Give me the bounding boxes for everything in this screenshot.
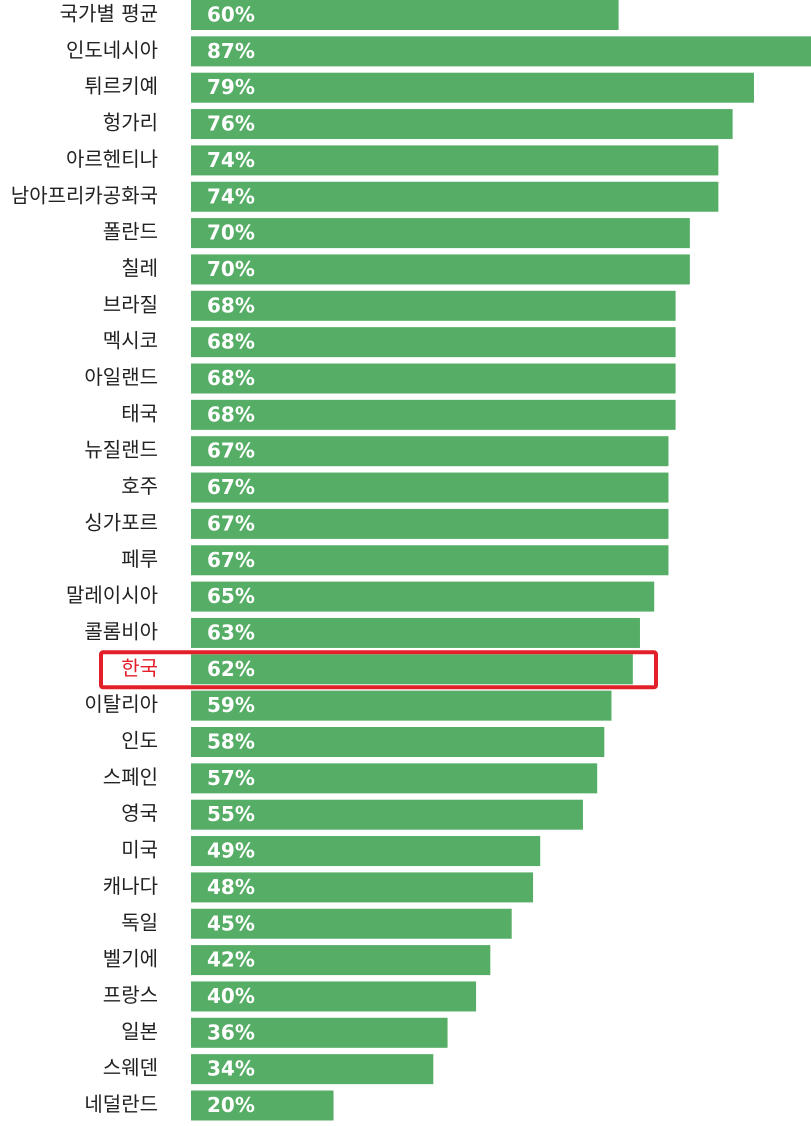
bar	[191, 690, 612, 721]
bar	[191, 399, 676, 430]
bar	[191, 763, 598, 794]
category-label: 아일랜드	[84, 365, 158, 389]
bar	[191, 254, 690, 285]
bar	[191, 1017, 448, 1048]
bar	[191, 654, 633, 685]
bar	[191, 363, 676, 394]
value-label: 74%	[207, 184, 255, 208]
bar	[191, 836, 541, 867]
category-label: 스페인	[103, 765, 158, 789]
value-label: 68%	[207, 330, 255, 354]
bar	[191, 1090, 334, 1121]
category-label: 브라질	[103, 292, 158, 316]
value-label: 67%	[207, 475, 255, 499]
bar	[191, 617, 640, 648]
bar	[191, 908, 512, 939]
category-label: 튀르키예	[84, 74, 158, 98]
value-label: 57%	[207, 766, 255, 790]
value-label: 34%	[207, 1057, 255, 1081]
category-label: 아르헨티나	[66, 147, 158, 171]
value-label: 55%	[207, 802, 255, 826]
category-label: 인도	[121, 729, 158, 753]
value-label: 68%	[207, 402, 255, 426]
value-label: 42%	[207, 948, 255, 972]
category-label: 일본	[121, 1019, 158, 1043]
bar	[191, 145, 719, 176]
value-label: 67%	[207, 439, 255, 463]
value-label: 67%	[207, 548, 255, 572]
category-label: 한국	[121, 656, 158, 680]
value-label: 65%	[207, 584, 255, 608]
value-label: 76%	[207, 112, 255, 136]
value-label: 58%	[207, 730, 255, 754]
value-label: 74%	[207, 148, 255, 172]
bar	[191, 872, 534, 903]
value-label: 59%	[207, 693, 255, 717]
value-label: 70%	[207, 221, 255, 245]
category-label: 독일	[121, 910, 158, 934]
value-label: 87%	[207, 39, 255, 63]
value-label: 68%	[207, 293, 255, 317]
category-label: 페루	[121, 547, 158, 571]
category-label: 뉴질랜드	[84, 438, 158, 462]
category-label: 미국	[121, 838, 158, 862]
value-label: 36%	[207, 1020, 255, 1044]
category-label: 말레이시아	[66, 583, 158, 607]
value-label: 20%	[207, 1093, 255, 1117]
bar	[191, 727, 605, 757]
category-label: 태국	[121, 401, 158, 425]
bar	[191, 290, 676, 321]
category-label: 프랑스	[103, 983, 158, 1007]
value-label: 60%	[207, 3, 255, 27]
bar	[191, 981, 477, 1012]
category-label: 남아프리카공화국	[11, 183, 158, 207]
value-label: 40%	[207, 984, 255, 1008]
category-label: 인도네시아	[66, 38, 158, 62]
category-label: 칠레	[121, 256, 158, 280]
bar	[191, 581, 655, 612]
category-label: 이탈리아	[84, 692, 158, 716]
bar	[191, 327, 676, 358]
value-label: 49%	[207, 839, 255, 863]
category-label: 폴란드	[103, 220, 158, 244]
value-label: 62%	[207, 657, 255, 681]
value-label: 79%	[207, 75, 255, 99]
category-label: 스웨덴	[103, 1056, 158, 1080]
category-label: 헝가리	[103, 111, 158, 135]
category-label: 네덜란드	[84, 1092, 158, 1116]
bar	[191, 109, 733, 140]
bar	[191, 799, 583, 830]
value-label: 67%	[207, 511, 255, 535]
bar	[191, 436, 669, 467]
category-label: 국가별 평균	[60, 2, 158, 26]
bar	[191, 218, 690, 249]
value-label: 70%	[207, 257, 255, 281]
bar	[191, 181, 719, 212]
category-label: 영국	[121, 801, 158, 825]
category-label: 싱가포르	[84, 510, 158, 534]
value-label: 48%	[207, 875, 255, 899]
bar	[191, 472, 669, 503]
category-label: 멕시코	[103, 329, 158, 353]
bar	[191, 508, 669, 539]
category-label: 캐나다	[103, 874, 158, 898]
category-label: 호주	[121, 474, 158, 498]
category-label: 벨기에	[103, 947, 158, 971]
bar	[191, 945, 491, 976]
bar	[191, 72, 754, 103]
bar	[191, 545, 669, 576]
highlight-box	[99, 650, 658, 690]
bar	[191, 1054, 434, 1085]
bar	[191, 0, 619, 30]
value-label: 45%	[207, 911, 255, 935]
category-label: 콜롬비아	[84, 619, 158, 643]
bar	[191, 36, 811, 67]
value-label: 68%	[207, 366, 255, 390]
value-label: 63%	[207, 620, 255, 644]
